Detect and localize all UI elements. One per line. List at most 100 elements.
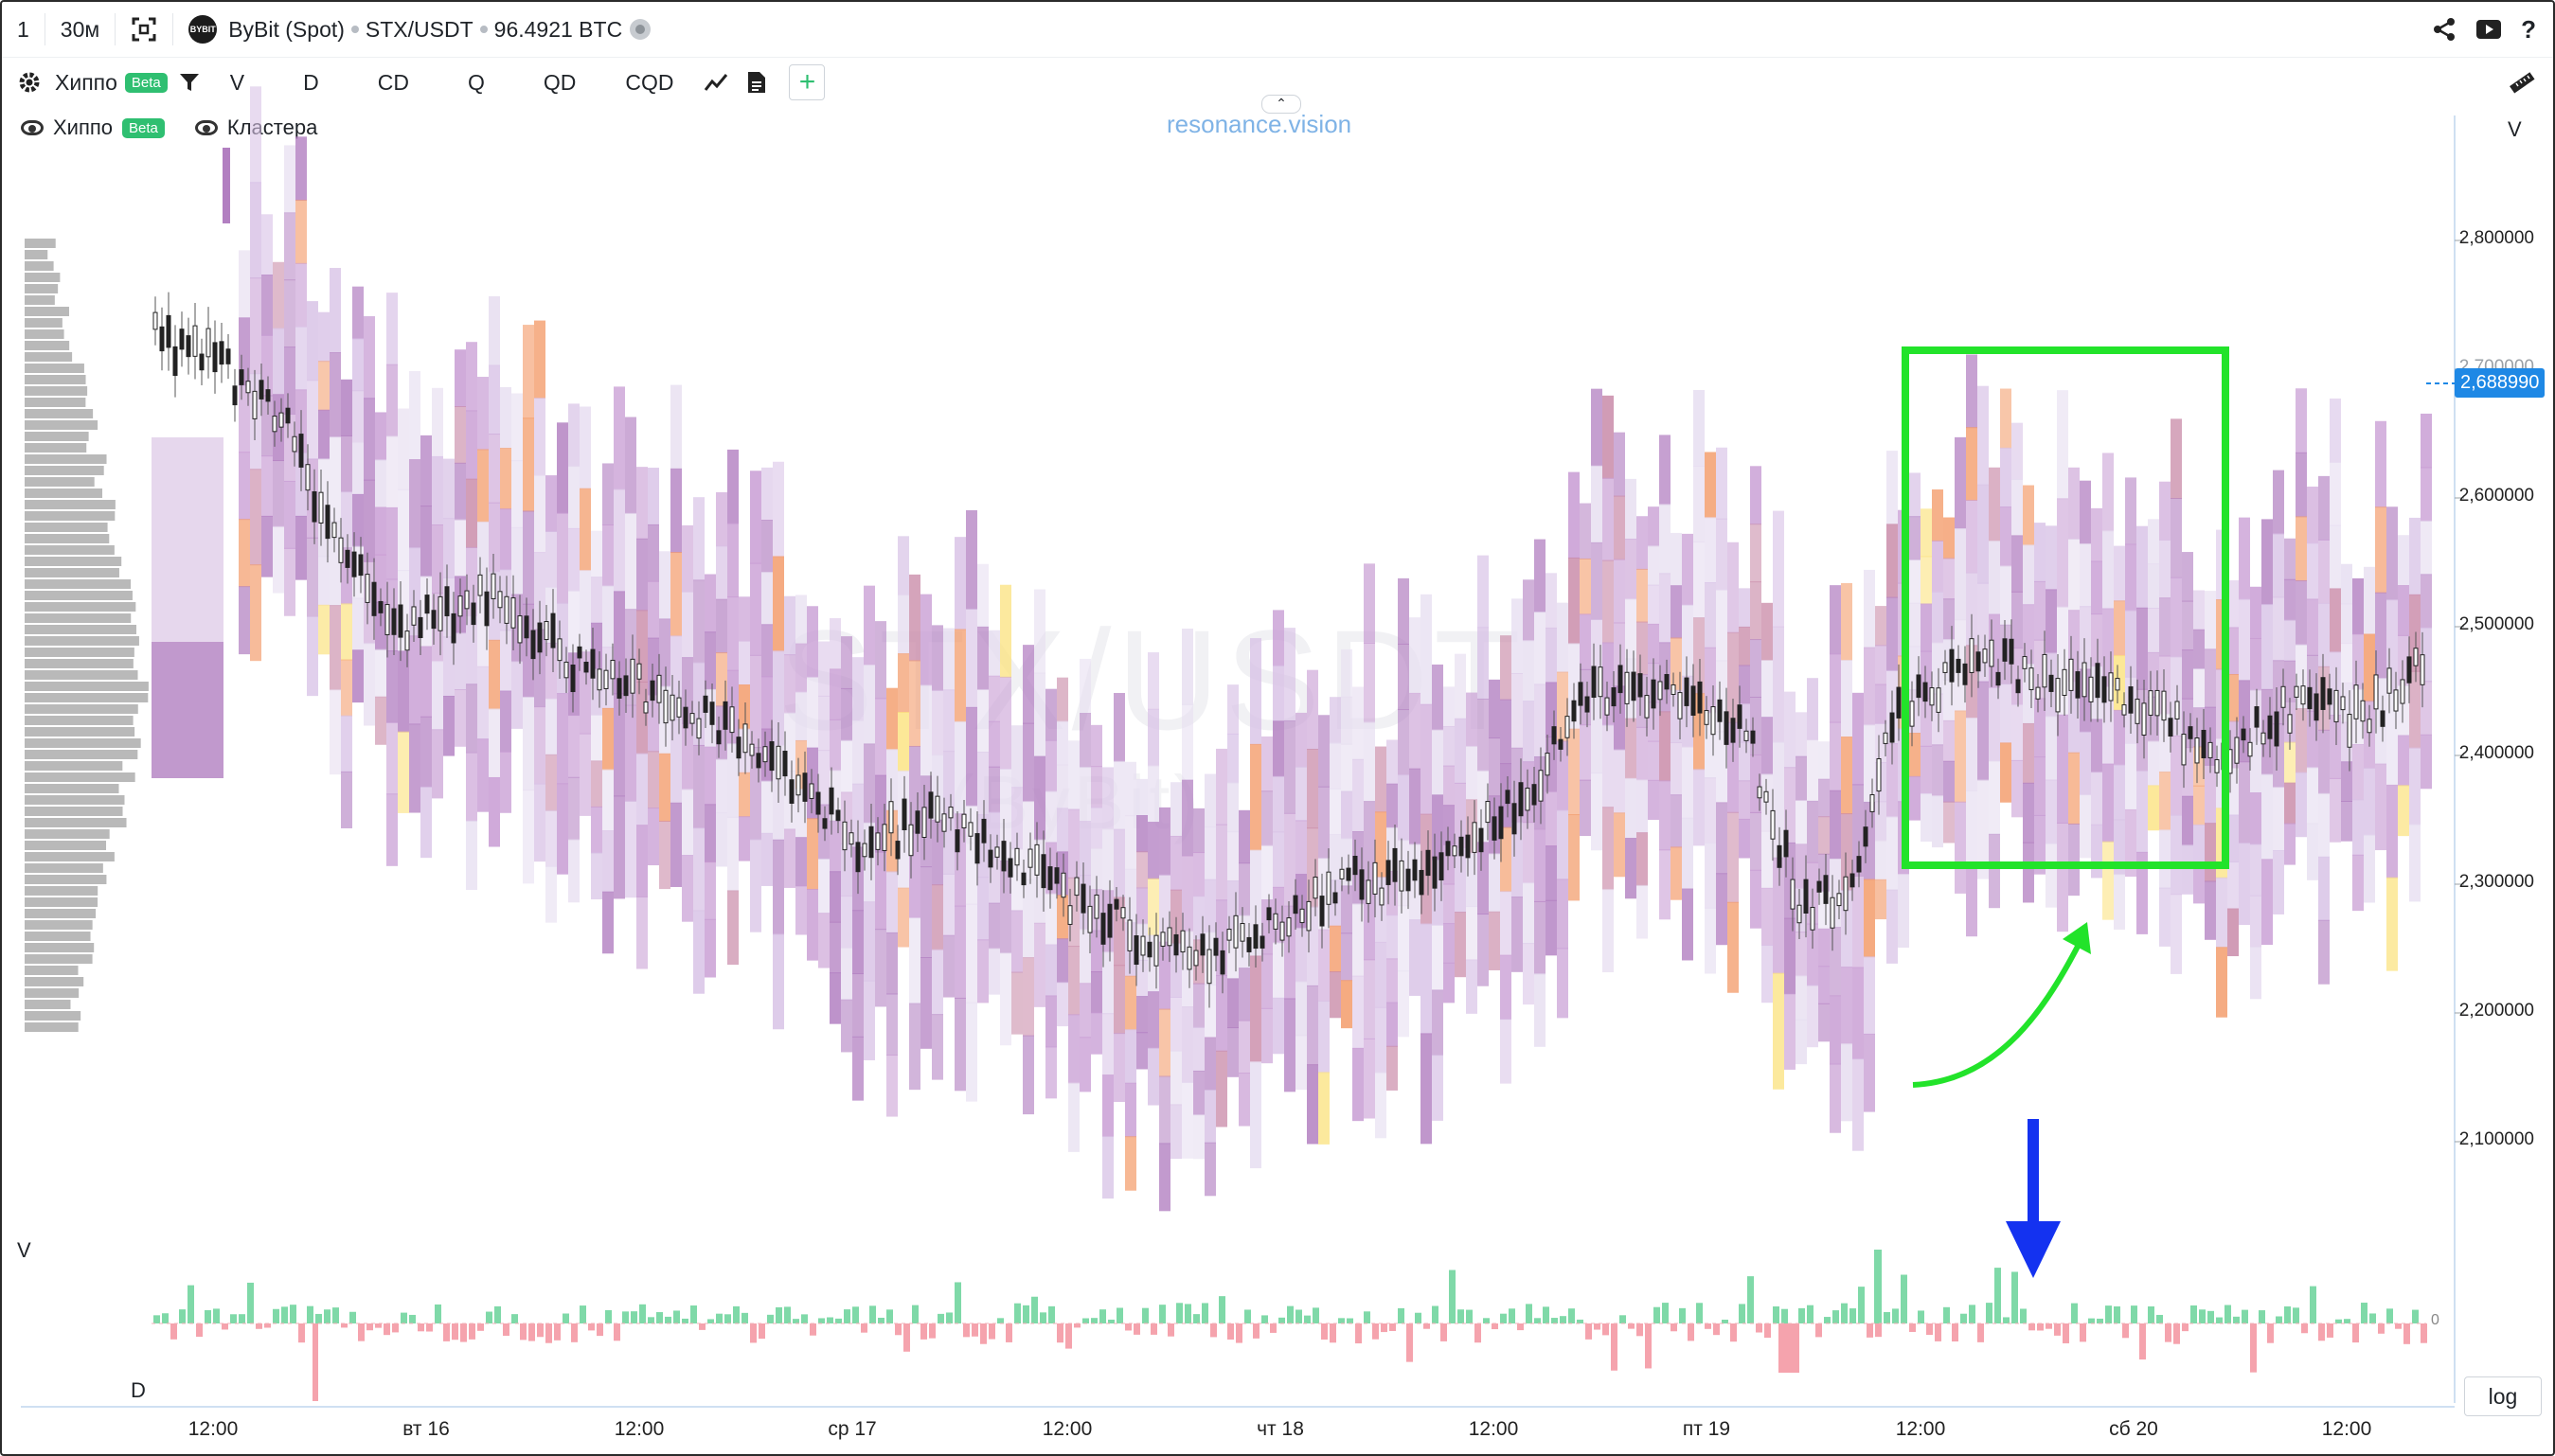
heat-cell [2250,947,2261,1000]
video-icon[interactable] [2475,18,2502,41]
eye-icon[interactable] [194,120,218,135]
heat-cell [2341,603,2352,645]
heat-cell [898,828,909,889]
candle-body [1067,905,1073,925]
candle-body [1538,770,1544,802]
toolbar-item-qd[interactable]: QD [528,59,592,106]
volume-bar [2421,1323,2427,1343]
toolbar-item-v[interactable]: V [215,59,259,106]
volume-bar [1926,1323,1933,1336]
toolbar-item-q[interactable]: Q [453,59,500,106]
layer-hippo[interactable]: Хиппо Beta [21,115,165,140]
heat-cell [1546,899,1557,956]
candle-body [2373,674,2379,710]
heat-cell [1807,739,1818,802]
volume-bar [690,1305,697,1323]
heat-cell [1864,879,1875,958]
heat-cell [1250,638,1261,745]
heat-cell [1534,828,1546,902]
line-tool-button[interactable] [688,59,743,106]
volume-bar [2276,1316,2282,1323]
layer-clusters[interactable]: Кластера [194,115,317,140]
heat-cell [375,554,386,603]
heat-cell [591,760,602,808]
log-scale-button[interactable]: log [2464,1376,2542,1416]
heat-cell [523,696,534,791]
candle-body [2128,686,2134,714]
add-indicator-button[interactable]: + [789,64,826,100]
heat-cell [318,311,330,363]
heat-cell [761,572,773,626]
heat-cell [602,524,614,587]
candle-body [2347,714,2352,748]
symbol-selector[interactable]: BYBIT ByBit (Spot) STX/USDT 96.4921 BTC [173,2,666,57]
heat-cell [364,398,375,481]
eye-icon[interactable] [21,120,44,135]
heat-cell [1523,943,1534,1005]
candle-body [1962,663,1968,685]
time-tick: 12:00 [2321,1418,2372,1440]
heat-cell [1102,1013,1114,1076]
volume-bar [554,1323,561,1341]
heat-cell [1216,975,1227,1052]
volume-bar [179,1309,186,1323]
heat-cell [1534,973,1546,1047]
volume-bar [2190,1305,2197,1323]
collapse-toolbar-button[interactable]: ⌃ [1261,95,1301,114]
heat-cell [1614,495,1625,560]
toolbar-item-cqd[interactable]: CQD [610,59,688,106]
candle-body [1498,806,1504,840]
hippo-indicator-button[interactable]: Хиппо Beta [49,59,173,106]
candle-body [444,586,450,616]
screenshot-button[interactable] [116,2,172,57]
candle-body [292,435,297,453]
volume-bar [1065,1323,1072,1349]
share-icon[interactable] [2432,17,2457,42]
heat-cell [1182,1081,1193,1159]
heat-cell [1284,998,1295,1092]
settings-button[interactable] [2,59,49,106]
timeframe-button[interactable]: 30м [45,2,115,57]
profile-bar [25,557,122,566]
profile-bar [25,511,116,521]
volume-bar [835,1318,842,1323]
ruler-icon[interactable] [2508,68,2536,97]
volume-bar [298,1323,305,1343]
heat-cell [875,621,886,700]
heat-cell [739,772,750,818]
filter-button[interactable] [173,59,215,106]
candle-body [2327,688,2332,705]
candle-body [809,783,814,799]
heat-cell [1739,818,1750,859]
heat-cell [2148,519,2159,565]
heat-cell [1477,698,1489,772]
heat-cell [1193,808,1205,854]
heat-cell [261,334,273,397]
volume-bar [1875,1323,1882,1338]
heat-cell [1511,897,1523,972]
heat-cell [466,684,477,754]
heat-cell [1830,653,1841,723]
heat-cell [1636,884,1648,939]
heat-cell [670,552,682,637]
heat-cell [1852,1058,1864,1151]
toolbar-item-d[interactable]: D [288,59,334,106]
heat-cell [1443,883,1455,925]
profile-bar [25,318,63,328]
time-tick: ср 17 [828,1418,877,1440]
candle-body [497,591,503,609]
heat-cell [1830,721,1841,791]
time-tick: 12:00 [1042,1418,1093,1440]
notes-button[interactable] [743,59,781,106]
interval-count-button[interactable]: 1 [2,2,45,57]
toolbar-item-cd[interactable]: CD [363,59,424,106]
help-icon[interactable]: ? [2521,14,2536,44]
heat-cell [545,475,557,533]
candle-body [1637,673,1643,698]
heat-cell [2318,729,2330,794]
heat-cell [443,636,455,697]
heat-cell [284,212,295,281]
heat-cell [152,687,223,699]
candle-body [451,613,456,644]
